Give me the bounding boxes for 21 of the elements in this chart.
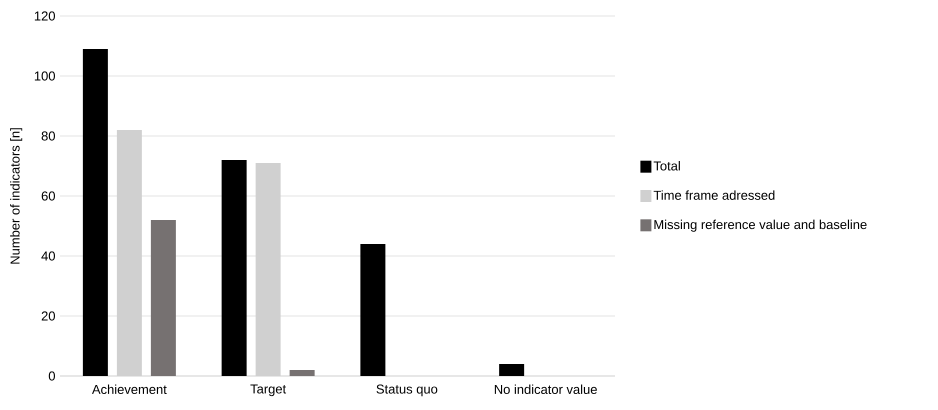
bar — [222, 160, 247, 376]
bar — [82, 48, 108, 376]
x-tick-label: No indicator value — [494, 384, 597, 394]
y-tick-label: 80 — [42, 131, 55, 141]
bar — [150, 220, 176, 376]
y-axis-title: Number of indicators [n] — [10, 128, 22, 264]
y-tick-label: 40 — [41, 251, 55, 261]
x-tick-label: Status quo — [376, 384, 438, 396]
legend-label: Missing reference value and baseline — [654, 220, 867, 232]
legend-label: Time frame adressed — [654, 190, 774, 200]
y-tick-label: 120 — [34, 11, 55, 21]
x-tick-label: Achievement — [92, 384, 167, 394]
bar — [360, 244, 386, 376]
x-tick-label: Target — [250, 384, 286, 396]
y-tick-label: 0 — [48, 371, 55, 381]
bar — [499, 364, 524, 376]
y-tick-label: 20 — [42, 311, 55, 321]
y-tick-label: 60 — [42, 191, 55, 201]
bar — [290, 370, 315, 376]
y-tick-label: 100 — [34, 71, 55, 81]
legend-label: Total — [654, 161, 680, 171]
